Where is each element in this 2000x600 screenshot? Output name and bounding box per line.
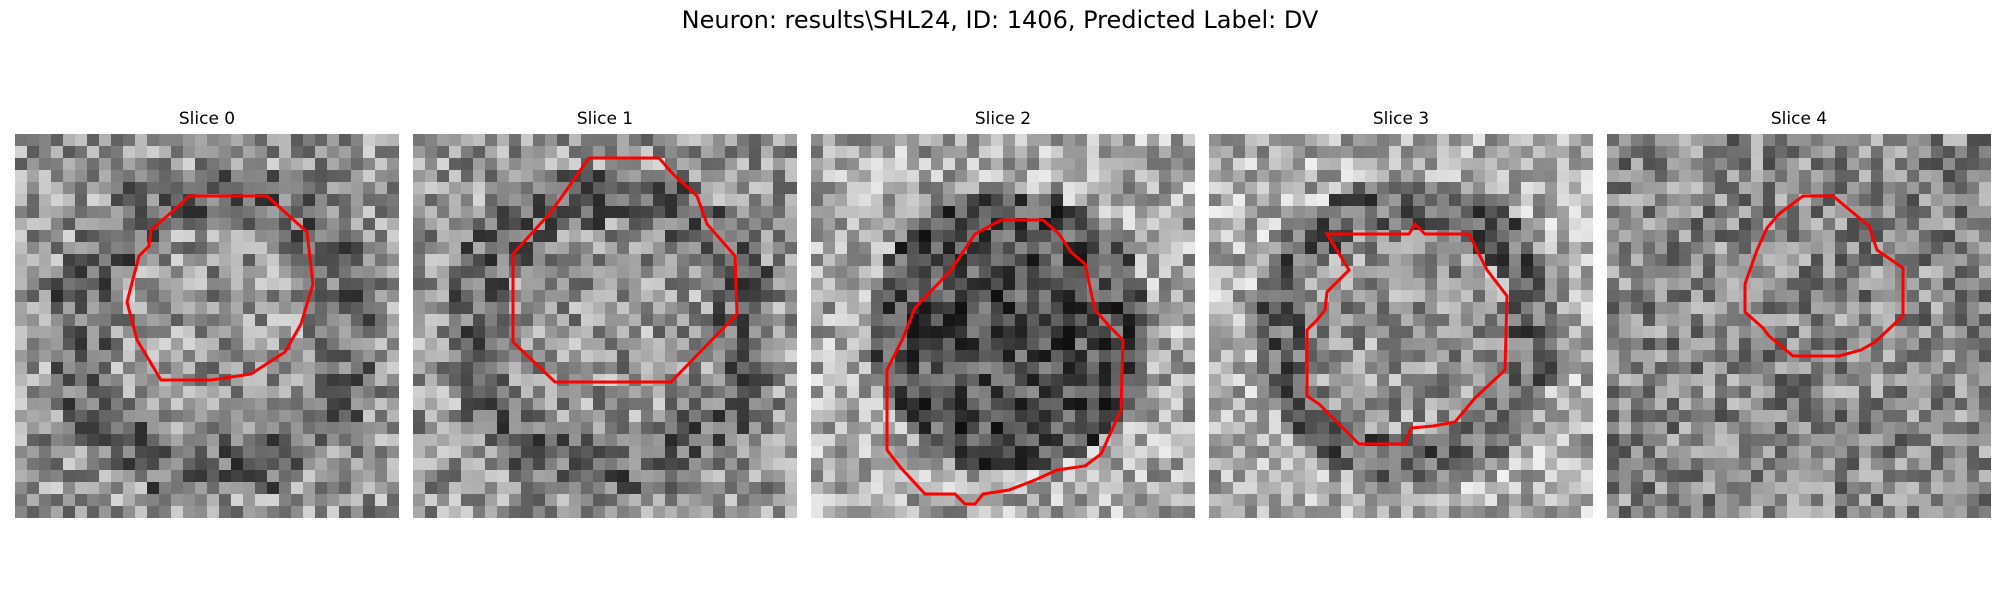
roi-contour: [1743, 194, 1905, 358]
microscopy-image: [811, 134, 1195, 518]
roi-contour: [125, 194, 315, 382]
slice-image: [15, 134, 399, 518]
slice-image: [811, 134, 1195, 518]
roi-contour-line: [1743, 194, 1905, 358]
microscopy-image: [15, 134, 399, 518]
slice-title: Slice 0: [178, 109, 236, 129]
slice-panel-0: Slice 0: [15, 108, 399, 518]
slice-title: Slice 4: [1770, 109, 1828, 129]
roi-contour: [511, 156, 739, 384]
roi-contour-line: [125, 194, 315, 382]
slice-title: Slice 1: [576, 109, 634, 129]
roi-contour-line: [885, 218, 1125, 506]
microscopy-image: [1209, 134, 1593, 518]
slice-title: Slice 2: [974, 109, 1032, 129]
slice-panel-2: Slice 2: [811, 108, 1195, 518]
figure-title: Neuron: results\SHL24, ID: 1406, Predict…: [681, 6, 1319, 34]
roi-contour: [885, 218, 1125, 506]
slice-image: [1607, 134, 1991, 518]
roi-contour-line: [511, 156, 739, 384]
slice-title: Slice 3: [1372, 109, 1430, 129]
roi-contour-line: [1305, 221, 1509, 446]
slice-panel-3: Slice 3: [1209, 108, 1593, 518]
microscopy-image: [413, 134, 797, 518]
slice-image: [413, 134, 797, 518]
slice-image: [1209, 134, 1593, 518]
slice-panel-4: Slice 4: [1607, 108, 1991, 518]
slice-panel-1: Slice 1: [413, 108, 797, 518]
roi-contour: [1305, 221, 1509, 446]
